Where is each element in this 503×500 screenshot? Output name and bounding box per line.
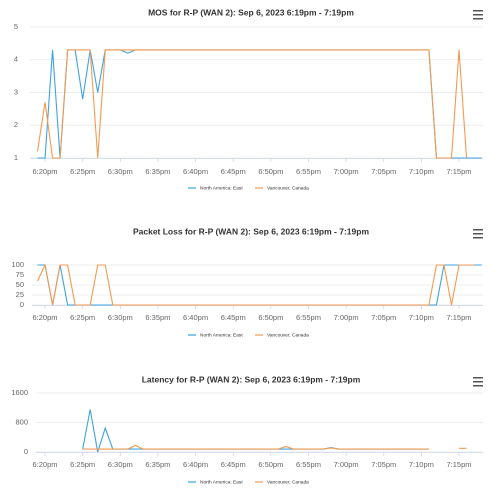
x-tick-label: 6:35pm: [145, 167, 170, 176]
x-tick-label: 6:50pm: [258, 313, 283, 322]
menu-button[interactable]: [473, 377, 483, 387]
x-tick-label: 6:30pm: [108, 313, 133, 322]
x-tick-label: 7:00pm: [334, 313, 359, 322]
series-line: [36, 49, 468, 159]
chart-title: MOS for R-P (WAN 2): Sep 6, 2023 6:19pm …: [148, 7, 354, 17]
y-tick-label: 4: [14, 55, 18, 64]
x-tick-label: 7:00pm: [334, 167, 359, 176]
menu-bar: [473, 18, 483, 20]
x-tick-label: 6:40pm: [183, 313, 208, 322]
x-tick-label: 6:35pm: [145, 460, 170, 469]
chart-title: Packet Loss for R-P (WAN 2): Sep 6, 2023…: [133, 226, 369, 236]
x-tick-label: 6:40pm: [183, 167, 208, 176]
series-line: [82, 444, 429, 450]
legend-label: North America: East: [200, 332, 243, 338]
x-tick-label: 6:25pm: [70, 167, 95, 176]
x-tick-label: 6:40pm: [183, 460, 208, 469]
x-tick-label: 7:10pm: [409, 167, 434, 176]
x-tick-label: 6:20pm: [33, 313, 58, 322]
x-tick-label: 6:50pm: [258, 167, 283, 176]
x-tick-label: 6:55pm: [296, 167, 321, 176]
x-tick-label: 6:20pm: [33, 167, 58, 176]
x-tick-label: 6:45pm: [221, 313, 246, 322]
x-tick-label: 6:55pm: [296, 460, 321, 469]
y-tick-label: 100: [11, 260, 24, 269]
menu-bar: [473, 377, 483, 379]
legend-label: Vancouver, Canada: [267, 185, 309, 191]
x-tick-label: 7:05pm: [371, 460, 396, 469]
y-tick-label: 0: [20, 300, 24, 309]
x-tick-label: 6:55pm: [296, 313, 321, 322]
y-tick-label: 3: [14, 87, 18, 96]
chart-title: Latency for R-P (WAN 2): Sep 6, 2023 6:1…: [142, 374, 361, 384]
x-tick-label: 6:50pm: [258, 460, 283, 469]
series-line: [37, 263, 475, 306]
legend-label: Vancouver, Canada: [267, 479, 309, 485]
x-tick-label: 6:35pm: [145, 313, 170, 322]
x-tick-label: 6:20pm: [33, 460, 58, 469]
menu-bar: [473, 381, 483, 383]
menu-button[interactable]: [473, 10, 483, 20]
menu-bar: [473, 14, 483, 16]
y-tick-label: 0: [24, 447, 28, 456]
x-tick-label: 7:10pm: [409, 460, 434, 469]
y-tick-label: 1: [14, 153, 18, 162]
x-tick-label: 6:30pm: [108, 460, 133, 469]
menu-bar: [473, 10, 483, 12]
x-tick-label: 7:10pm: [409, 313, 434, 322]
y-tick-label: 75: [16, 270, 24, 279]
y-tick-label: 2: [14, 120, 18, 129]
y-tick-label: 25: [16, 290, 24, 299]
menu-bar: [473, 233, 483, 235]
x-tick-label: 7:05pm: [371, 313, 396, 322]
y-tick-label: 5: [14, 22, 18, 31]
y-tick-label: 800: [15, 417, 28, 426]
x-tick-label: 7:15pm: [447, 460, 472, 469]
x-tick-label: 7:05pm: [371, 167, 396, 176]
menu-bar: [473, 385, 483, 387]
legend-label: Vancouver, Canada: [267, 332, 309, 338]
x-tick-label: 7:00pm: [334, 460, 359, 469]
x-tick-label: 7:15pm: [447, 167, 472, 176]
y-tick-label: 50: [16, 280, 24, 289]
y-tick-label: 1600: [11, 388, 28, 397]
menu-button[interactable]: [473, 229, 483, 239]
legend-label: North America: East: [200, 479, 243, 485]
x-tick-label: 6:45pm: [221, 167, 246, 176]
x-tick-label: 6:25pm: [70, 313, 95, 322]
menu-bar: [473, 229, 483, 231]
x-tick-label: 6:45pm: [221, 460, 246, 469]
x-tick-label: 7:15pm: [447, 313, 472, 322]
menu-bar: [473, 237, 483, 239]
x-tick-label: 6:25pm: [70, 460, 95, 469]
legend-label: North America: East: [200, 185, 243, 191]
x-tick-label: 6:30pm: [108, 167, 133, 176]
